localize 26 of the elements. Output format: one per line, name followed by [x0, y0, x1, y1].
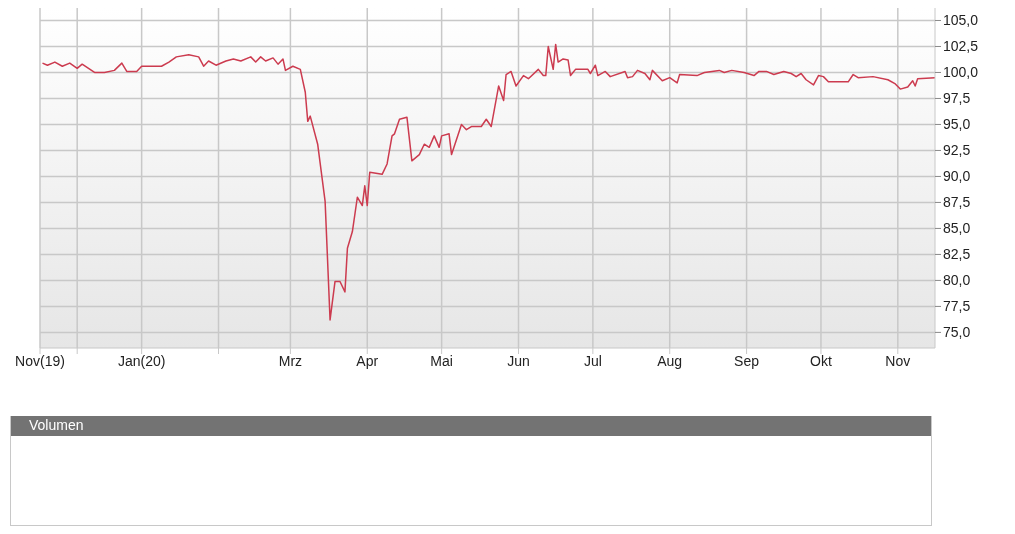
y-tick-label: 82,5 — [943, 246, 971, 263]
x-tick-label: Apr — [356, 352, 379, 369]
x-tick-label: Mrz — [278, 352, 303, 369]
y-tick-label: 80,0 — [943, 272, 971, 289]
text: Volumen — [11, 416, 931, 436]
y-tick-label: 85,0 — [943, 220, 971, 237]
x-tick-label: Nov — [885, 352, 911, 369]
x-tick-label: Jan(20) — [117, 352, 166, 369]
y-tick-label: 95,0 — [943, 116, 971, 133]
x-tick-label: Aug — [657, 352, 683, 369]
y-tick-label: 100,0 — [943, 64, 979, 81]
x-tick-label: Nov(19) — [15, 352, 65, 369]
line-series — [41, 43, 935, 321]
x-tick-label: Mai — [430, 352, 453, 369]
y-tick-label: 102,5 — [943, 38, 979, 55]
x-tick-label: Jul — [583, 352, 602, 369]
y-tick-label: 77,5 — [943, 298, 971, 315]
x-tick-label: Jun — [507, 352, 530, 369]
y-tick-label: 90,0 — [943, 168, 971, 185]
y-tick-label: 75,0 — [943, 324, 971, 341]
y-tick-label: 105,0 — [943, 12, 979, 29]
x-tick-label: Sep — [734, 352, 760, 369]
x-tick-label: Okt — [810, 352, 832, 369]
y-tick-label: 92,5 — [943, 142, 971, 159]
y-tick-label: 97,5 — [943, 90, 971, 107]
y-tick-label: 87,5 — [943, 194, 971, 211]
